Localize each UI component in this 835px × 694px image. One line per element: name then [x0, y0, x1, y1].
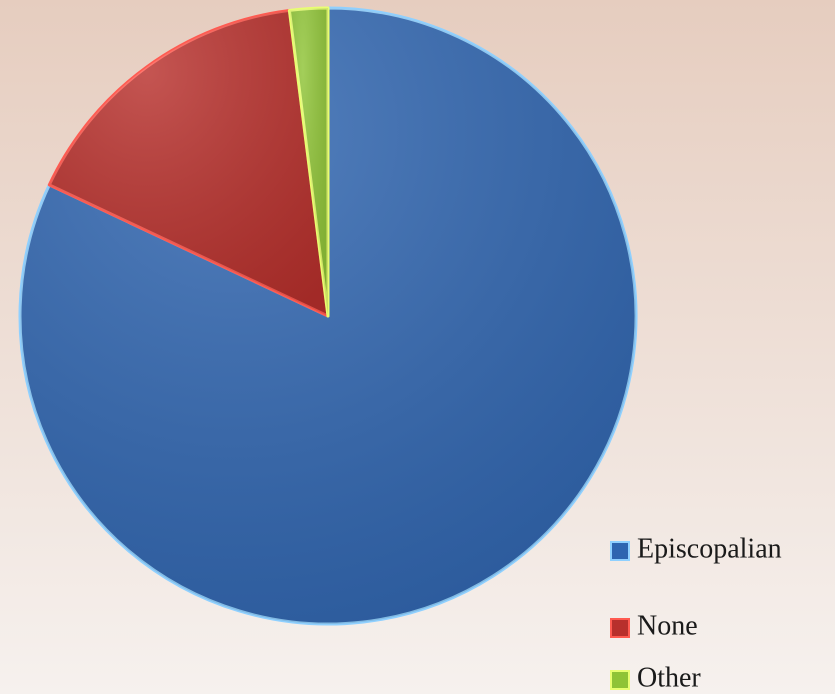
- legend-swatch: [610, 618, 630, 638]
- legend-label: Episcopalian: [637, 533, 782, 564]
- pie: [18, 6, 638, 626]
- slice-shade: [49, 10, 329, 316]
- slice-shade: [289, 8, 328, 316]
- legend-swatch: [610, 670, 630, 690]
- legend: Episcopalian None Other: [610, 533, 782, 693]
- legend-swatch: [610, 541, 630, 561]
- legend-label: Other: [637, 662, 701, 693]
- legend-label: None: [637, 610, 698, 641]
